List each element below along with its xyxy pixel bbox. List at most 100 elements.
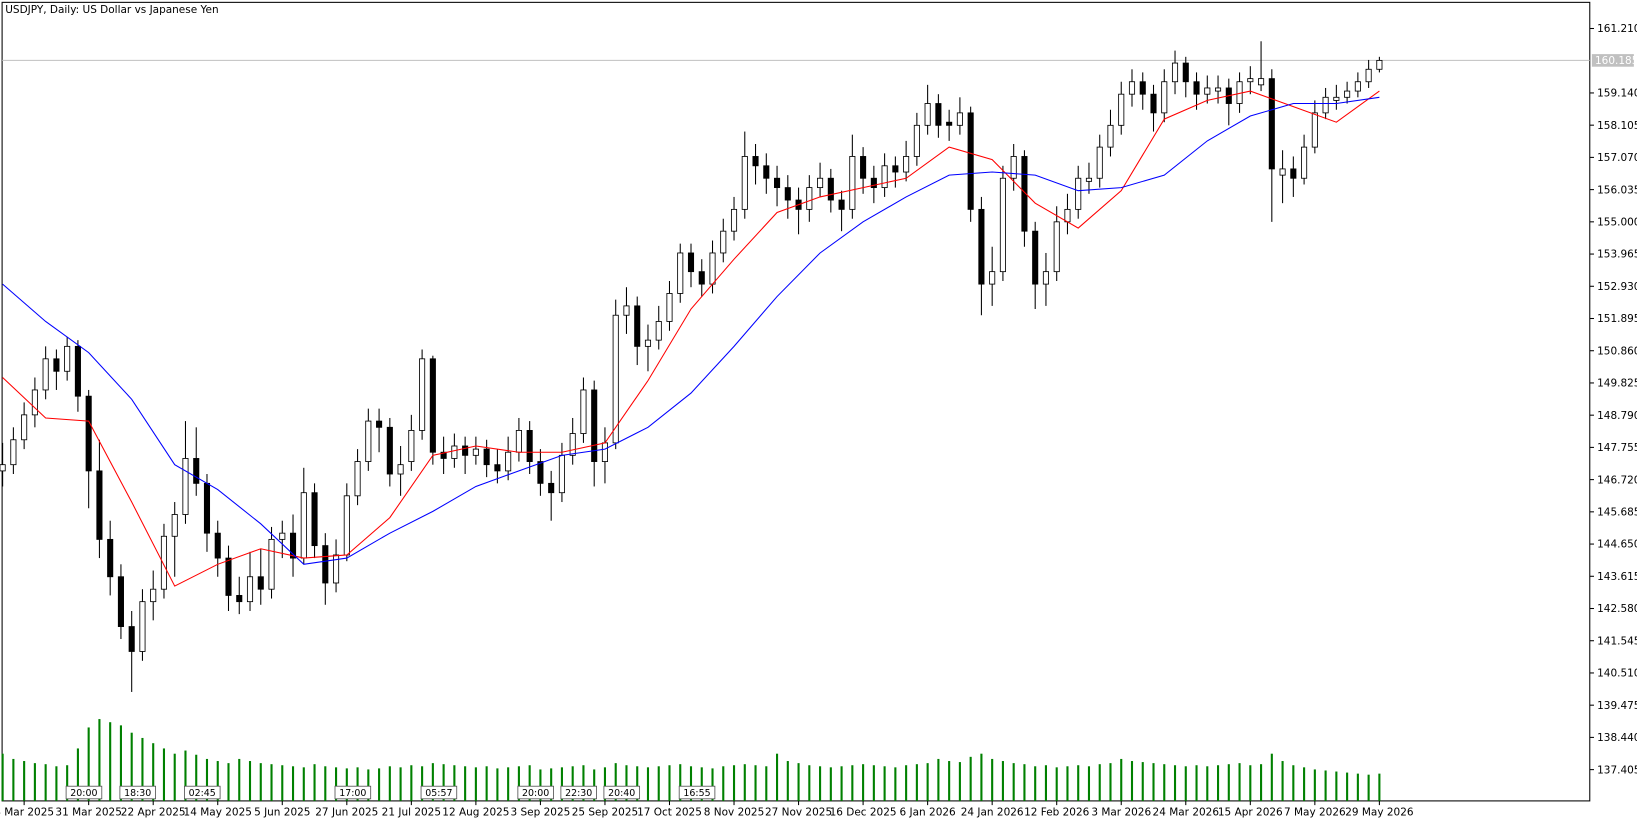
candle-body [1021,156,1028,232]
event-label: 20:40 [608,788,635,799]
volume-bar [184,750,187,801]
volume-bar [517,766,520,801]
volume-bar [130,732,133,801]
volume-bar [76,748,79,801]
candle-body [558,454,565,494]
candle-body [74,345,81,397]
volume-bar [1130,761,1134,801]
candle-body [354,461,361,497]
candle-body [1128,81,1136,95]
volume-bar [291,766,295,801]
candle-body [1204,87,1211,95]
y-tick-label: 147.755 [1597,442,1637,454]
candle-body [1354,81,1361,92]
candle-body [462,445,469,456]
candle-body [128,626,135,652]
volume-bar [281,765,284,801]
y-tick-label: 146.720 [1597,474,1637,486]
candle-body [171,514,178,537]
candle-body [1042,271,1049,285]
candle-body [580,389,587,434]
volume-bar [614,763,617,801]
y-tick-label: 155.000 [1597,217,1637,229]
volume-bar [1378,773,1381,801]
candle-body [1182,62,1189,83]
volume-bar [1012,763,1015,801]
x-tick-label: 17 Oct 2025 [637,807,702,819]
volume-bar [1335,771,1338,801]
x-tick-label: 3 Sep 2025 [511,807,571,819]
volume-bar [259,763,262,801]
volume-bar [1163,764,1166,801]
volume-bar [1270,753,1273,801]
volume-bar [1141,762,1144,801]
volume-bar [1227,764,1230,801]
candle-body [720,230,727,254]
candle-body [160,535,168,590]
candle-body [10,439,17,466]
volume-bar [399,767,402,801]
volume-bar [1184,766,1187,801]
y-tick-label: 139.475 [1597,700,1637,712]
candle-body [849,156,856,210]
volume-bar [302,767,305,801]
volume-bar [1249,765,1252,801]
volume-bar [969,756,972,801]
candle-body [182,458,189,515]
volume-bar [162,748,166,801]
candle-body [53,358,60,372]
volume-bar [119,725,122,801]
x-tick-label: 31 Mar 2025 [55,807,121,819]
volume-bar [152,743,155,801]
volume-bar [1346,772,1349,801]
candle-body [763,165,770,179]
volume-bar [388,766,391,801]
volume-bar [786,761,789,801]
y-tick-label: 148.790 [1597,410,1637,422]
volume-bar [689,766,693,801]
volume-bar [270,764,273,801]
volume-bar [722,766,725,801]
x-tick-label: 14 May 2025 [184,807,252,819]
candle-body [279,532,286,540]
candle-body [1279,168,1286,176]
candle-body [935,103,942,126]
candle-body [687,252,695,273]
y-tick-label: 161.210 [1597,23,1637,35]
volume-bar [571,766,574,801]
candle-body [537,461,544,484]
event-label: 05:57 [425,788,452,799]
volume-bar [1260,764,1263,801]
volume-bar [958,762,961,801]
volume-bar [1303,767,1306,801]
candle-body [343,495,350,556]
candle-body [333,554,340,584]
volume-bar [1281,761,1284,801]
volume-bar [1098,764,1101,801]
moving-average [2,96,1380,565]
volume-bar [700,767,703,801]
volume-bar [1109,763,1112,801]
y-tick-label: 156.035 [1597,184,1637,196]
volume-bar [1152,763,1155,801]
x-tick-label: 24 Mar 2026 [1153,807,1220,819]
candle-body [472,448,479,456]
y-tick-label: 149.825 [1597,378,1637,390]
x-tick-label: 16 Dec 2025 [830,807,897,819]
candle-body [64,345,71,372]
candle-body [451,445,458,459]
event-marker [603,785,641,800]
volume-bar [1292,765,1295,801]
candle-body [397,464,404,475]
candle-body [1107,124,1114,148]
candle-body [257,576,264,590]
candle-body [1290,168,1297,179]
candle-body [214,532,221,559]
x-tick-label: 6 Jan 2026 [900,807,957,819]
x-tick-label: 12 Feb 2026 [1024,807,1090,819]
candle-body [85,395,92,472]
candle-body [967,112,974,210]
volume-bar [980,753,983,801]
plot-frame [1,1,1591,802]
